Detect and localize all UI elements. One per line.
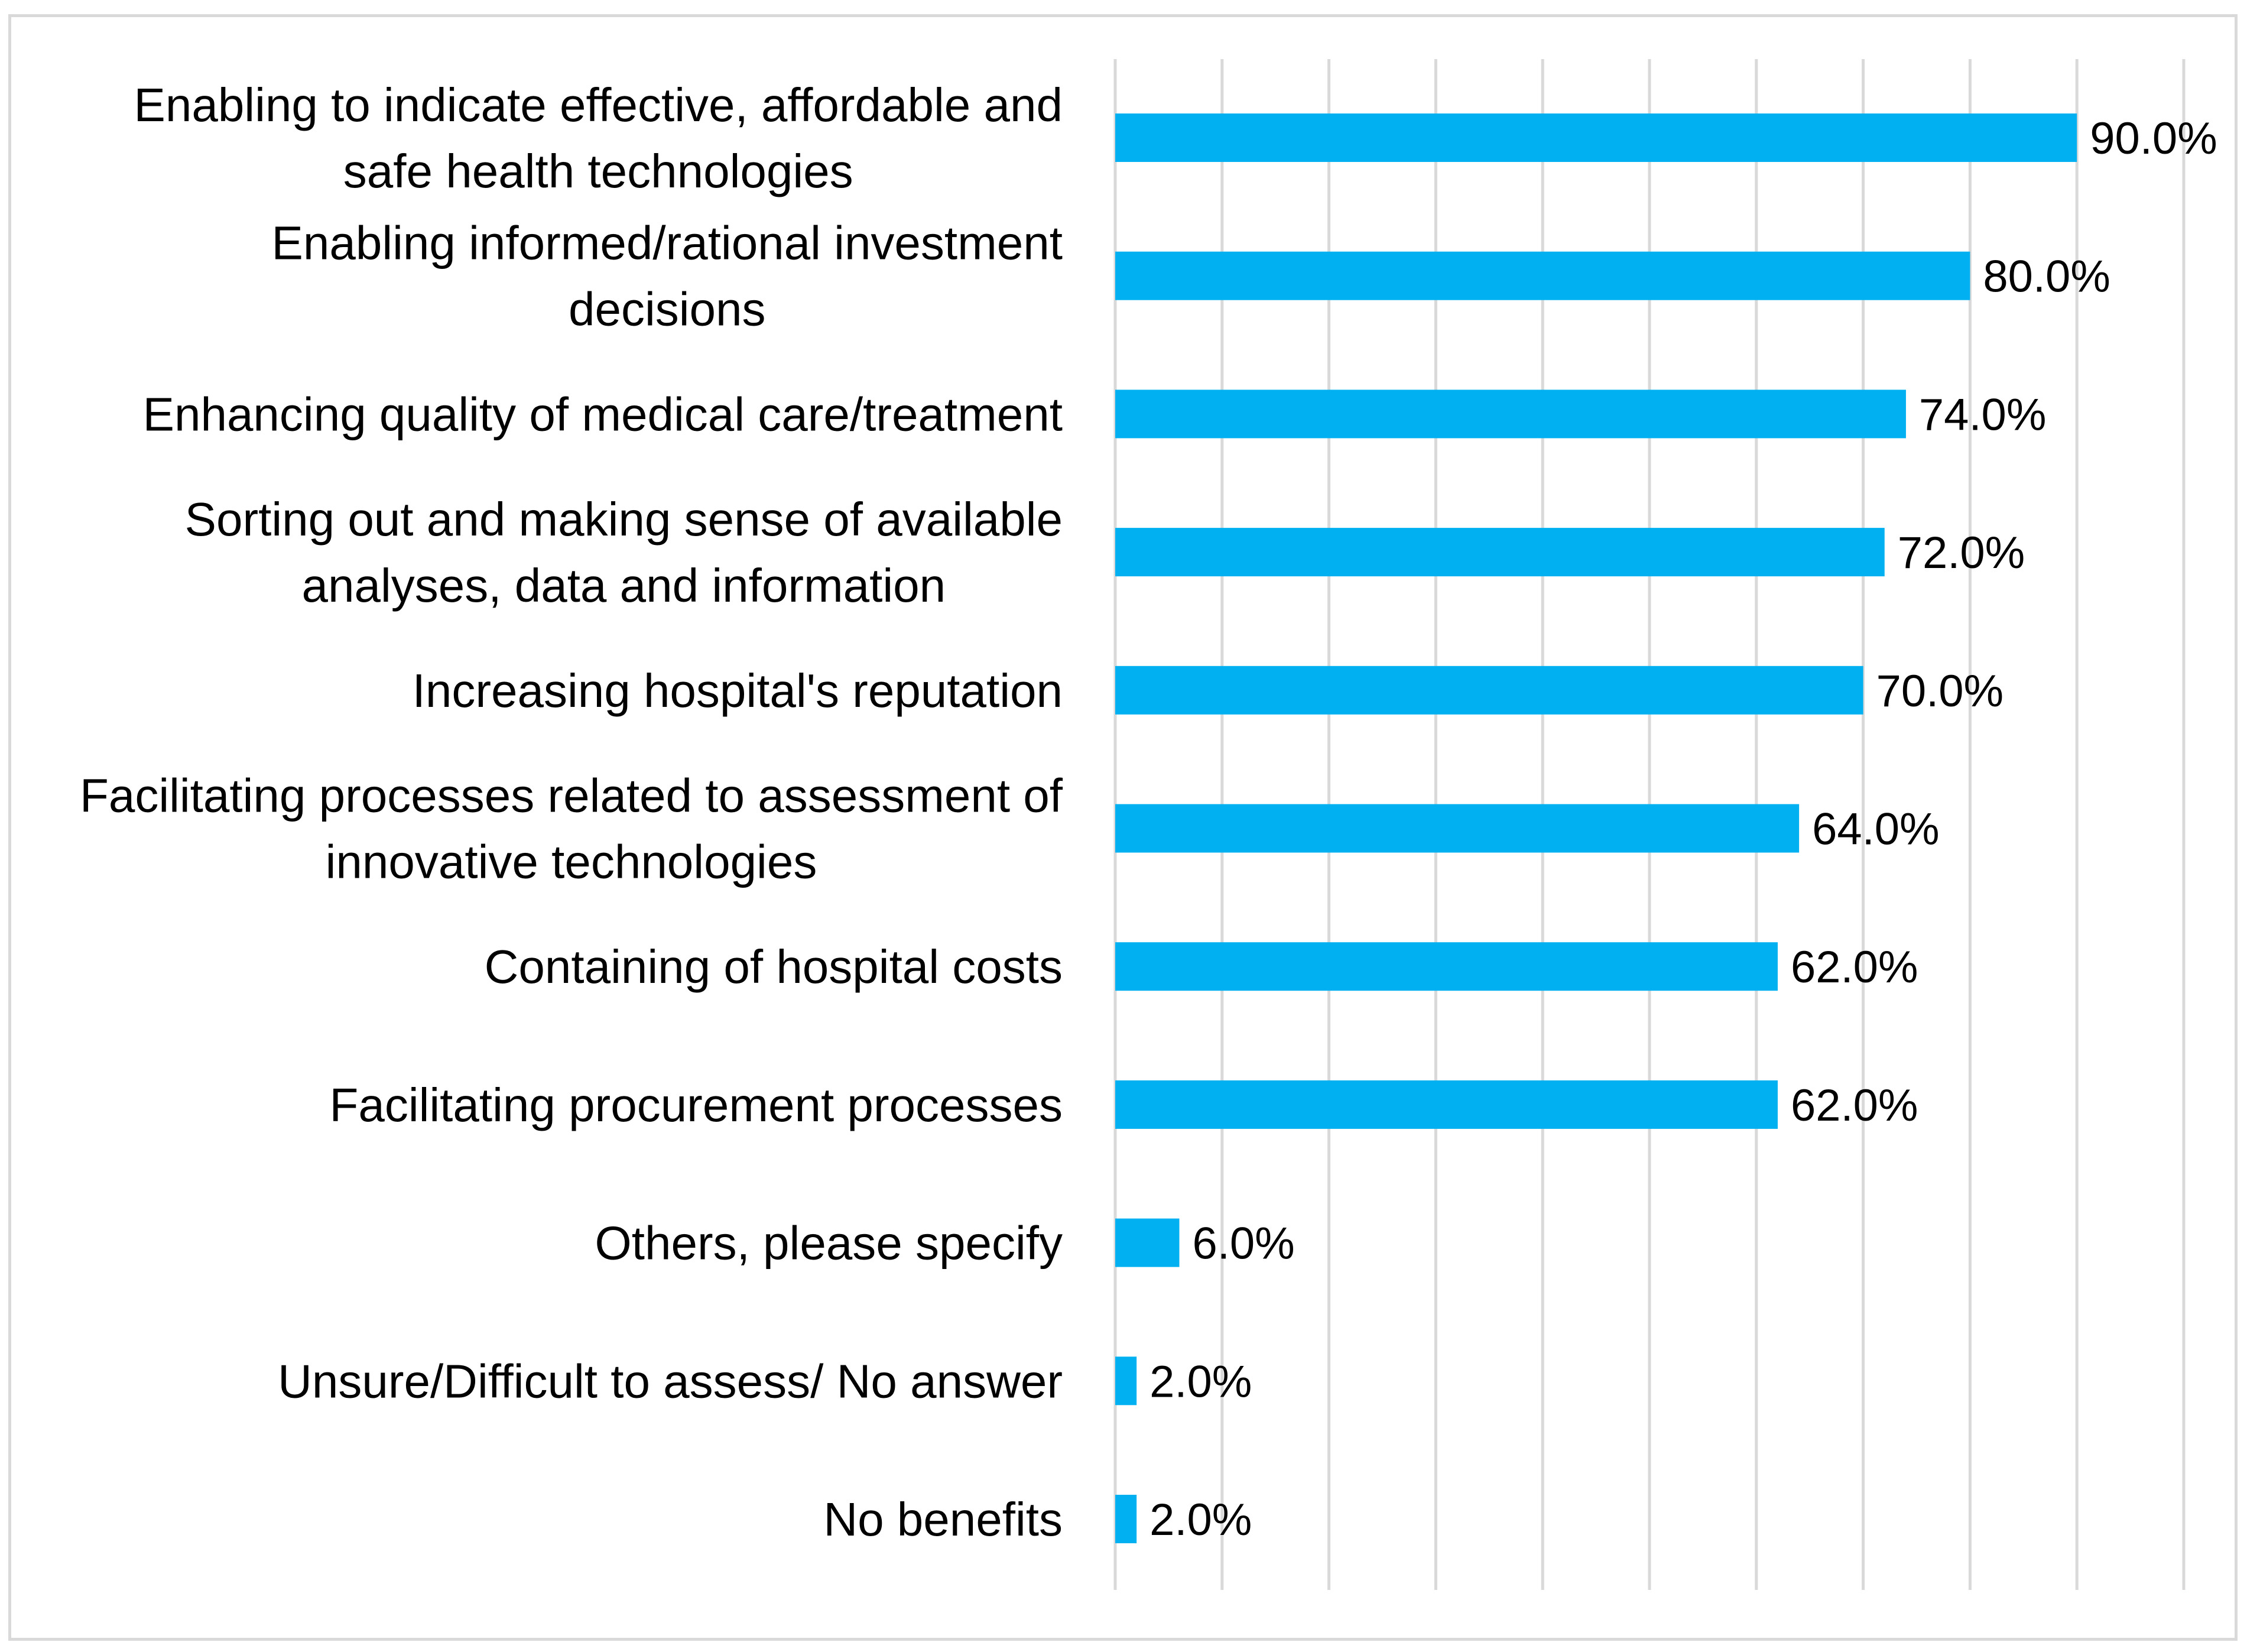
category-label-line: Facilitating procurement processes	[329, 1079, 1063, 1131]
category-label-line: Sorting out and making sense of availabl…	[185, 493, 1063, 546]
category-label: Facilitating processes related to assess…	[80, 770, 1063, 888]
category-label: Containing of hospital costs	[485, 940, 1063, 993]
value-label: 70.0%	[1876, 666, 2004, 716]
value-label: 64.0%	[1812, 804, 1940, 855]
category-label-line: decisions	[569, 283, 766, 336]
category-label-line: No benefits	[823, 1493, 1063, 1546]
bar	[1115, 390, 1906, 439]
category-label-line: Enhancing quality of medical care/treatm…	[143, 388, 1063, 440]
category-label-line: Others, please specify	[595, 1217, 1063, 1270]
category-label: Unsure/Difficult to assess/ No answer	[278, 1355, 1063, 1407]
value-labels: 90.0% 80.0% 74.0% 72.0% 70.0% 64.0% 62.0% 62.0%…	[1150, 113, 2217, 1545]
value-label: 80.0%	[1983, 252, 2110, 302]
bars	[1115, 113, 2077, 1543]
category-label: Increasing hospital's reputation	[413, 664, 1063, 717]
category-label-line: Enabling informed/rational investment	[271, 217, 1063, 270]
category-label: No benefits	[823, 1493, 1063, 1546]
value-label: 62.0%	[1791, 942, 1918, 992]
category-label-line: Enabling to indicate effective, affordab…	[134, 79, 1063, 131]
category-labels: Enabling to indicate effective, affordab…	[80, 79, 1063, 1546]
category-label: Others, please specify	[595, 1217, 1063, 1270]
value-label: 90.0%	[2090, 113, 2217, 164]
category-label-line: innovative technologies	[326, 836, 817, 888]
bar	[1115, 804, 1800, 853]
bar	[1115, 251, 1970, 300]
bar	[1115, 1495, 1137, 1543]
bar	[1115, 1356, 1137, 1406]
category-label-line: Unsure/Difficult to assess/ No answer	[278, 1355, 1063, 1407]
bar	[1115, 1080, 1778, 1129]
bar	[1115, 113, 2077, 162]
category-label: Facilitating procurement processes	[329, 1079, 1063, 1131]
bar	[1115, 666, 1863, 715]
value-label: 2.0%	[1150, 1495, 1252, 1545]
value-label: 6.0%	[1192, 1219, 1294, 1269]
category-label-line: Facilitating processes related to assess…	[80, 770, 1063, 822]
value-label: 72.0%	[1898, 528, 2025, 578]
bar	[1115, 1218, 1180, 1267]
bar	[1115, 528, 1885, 577]
bar	[1115, 942, 1778, 991]
category-label: Enabling informed/rational investment dec…	[271, 217, 1063, 336]
category-label: Enabling to indicate effective, affordab…	[134, 79, 1063, 197]
category-label-line: safe health technologies	[343, 145, 853, 197]
value-label: 2.0%	[1150, 1356, 1252, 1407]
category-label-line: analyses, data and information	[302, 559, 946, 612]
gridlines	[1113, 59, 2186, 1590]
category-label-line: Containing of hospital costs	[485, 940, 1063, 993]
value-label: 74.0%	[1919, 390, 2047, 440]
value-label: 62.0%	[1791, 1080, 1918, 1131]
category-label-line: Increasing hospital's reputation	[413, 664, 1063, 717]
category-label: Sorting out and making sense of availabl…	[185, 493, 1063, 612]
category-label: Enhancing quality of medical care/treatm…	[143, 388, 1063, 440]
